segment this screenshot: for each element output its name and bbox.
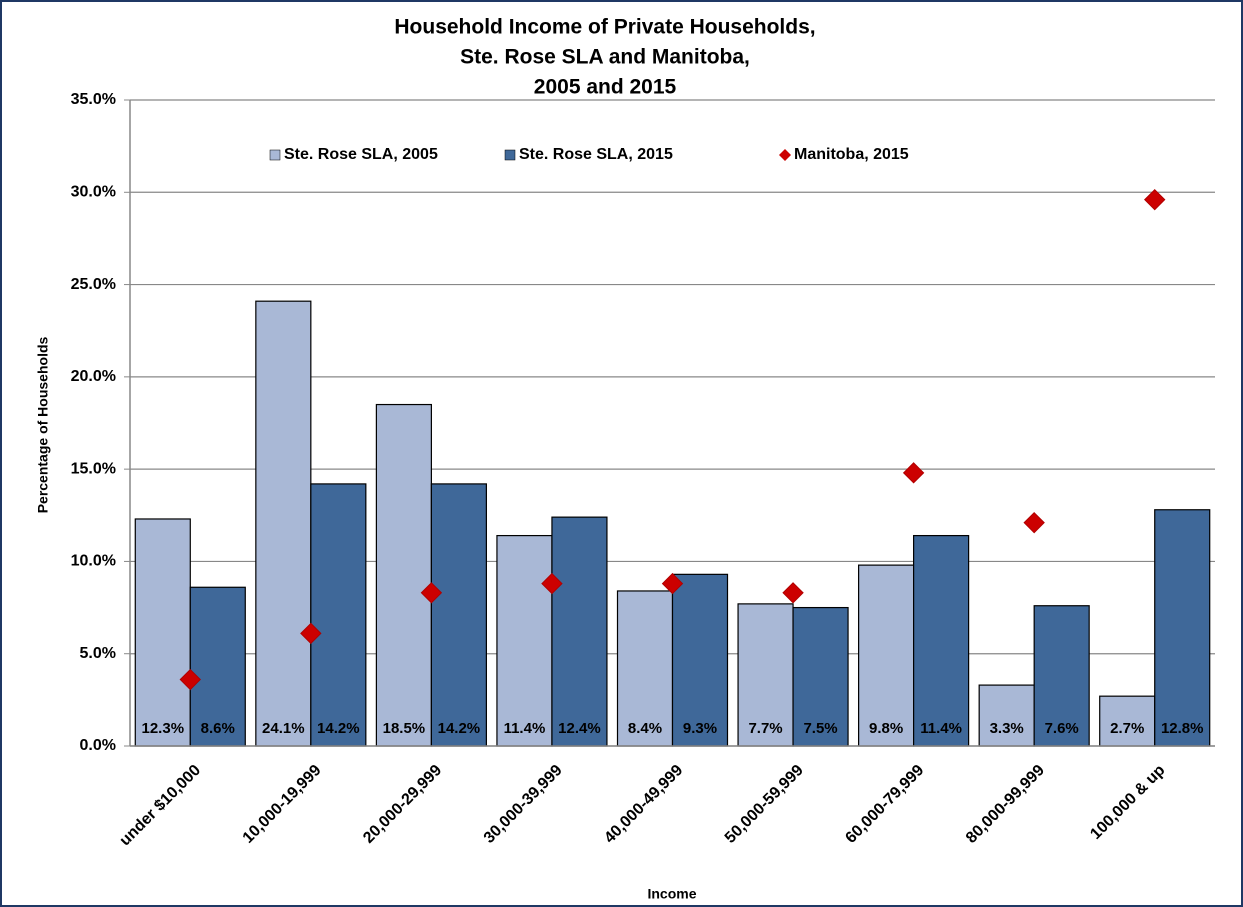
bar xyxy=(189,586,246,747)
legend-label: Ste. Rose SLA, 2015 xyxy=(519,146,673,163)
data-label: 12.4% xyxy=(558,720,601,737)
data-label: 3.3% xyxy=(990,720,1024,737)
y-tick-label: 0.0% xyxy=(80,737,116,754)
bar xyxy=(616,590,674,747)
marker xyxy=(1144,188,1166,211)
data-label: 11.4% xyxy=(504,720,546,737)
y-tick-label: 35.0% xyxy=(71,91,116,108)
bar xyxy=(310,483,367,747)
marker xyxy=(902,462,925,484)
data-label: 9.3% xyxy=(683,720,717,737)
data-label: 12.3% xyxy=(142,720,185,737)
legend-label: Manitoba, 2015 xyxy=(794,146,909,163)
bar xyxy=(737,603,794,747)
bar xyxy=(551,516,608,747)
data-label: 14.2% xyxy=(438,720,481,737)
y-tick-label: 5.0% xyxy=(80,645,116,662)
data-label: 7.6% xyxy=(1045,720,1079,737)
data-label: 8.4% xyxy=(628,720,662,737)
legend-label: Ste. Rose SLA, 2005 xyxy=(284,146,438,163)
x-axis-title: Income xyxy=(647,886,696,902)
marker xyxy=(541,572,563,595)
data-label: 2.7% xyxy=(1110,720,1144,737)
bar xyxy=(671,573,729,747)
bar xyxy=(255,300,312,747)
data-label: 9.8% xyxy=(869,720,903,737)
legend-swatch xyxy=(269,149,281,161)
chart-title: Ste. Rose SLA and Manitoba, xyxy=(460,46,750,69)
marker xyxy=(300,622,322,645)
data-label: 14.2% xyxy=(317,720,360,737)
bar xyxy=(792,606,849,747)
bar xyxy=(1033,605,1090,747)
data-label: 18.5% xyxy=(383,720,426,737)
bar xyxy=(858,564,915,747)
y-tick-label: 10.0% xyxy=(71,553,116,570)
legend-swatch xyxy=(779,149,791,161)
chart-title: 2005 and 2015 xyxy=(534,76,677,99)
bar xyxy=(430,483,487,747)
data-label: 8.6% xyxy=(201,720,235,737)
marker xyxy=(179,668,201,691)
data-label: 7.7% xyxy=(748,720,782,737)
data-label: 7.5% xyxy=(803,720,837,737)
marker xyxy=(1023,511,1045,534)
bar xyxy=(496,534,553,747)
data-label: 11.4% xyxy=(920,720,962,737)
legend-swatch xyxy=(504,149,516,161)
bar xyxy=(134,518,191,747)
marker xyxy=(661,572,684,595)
bar xyxy=(1154,509,1211,747)
data-label: 24.1% xyxy=(262,720,305,737)
data-label: 12.8% xyxy=(1161,720,1204,737)
marker xyxy=(420,582,443,604)
y-tick-label: 15.0% xyxy=(71,460,116,477)
y-tick-label: 25.0% xyxy=(71,276,116,293)
bar xyxy=(978,684,1035,747)
marker xyxy=(782,582,804,604)
chart-title: Household Income of Private Households, xyxy=(394,16,815,39)
y-axis-title: Percentage of Households xyxy=(35,336,51,513)
y-tick-label: 20.0% xyxy=(71,368,116,385)
bar xyxy=(913,534,970,747)
bar xyxy=(375,403,432,747)
y-tick-label: 30.0% xyxy=(71,184,116,201)
